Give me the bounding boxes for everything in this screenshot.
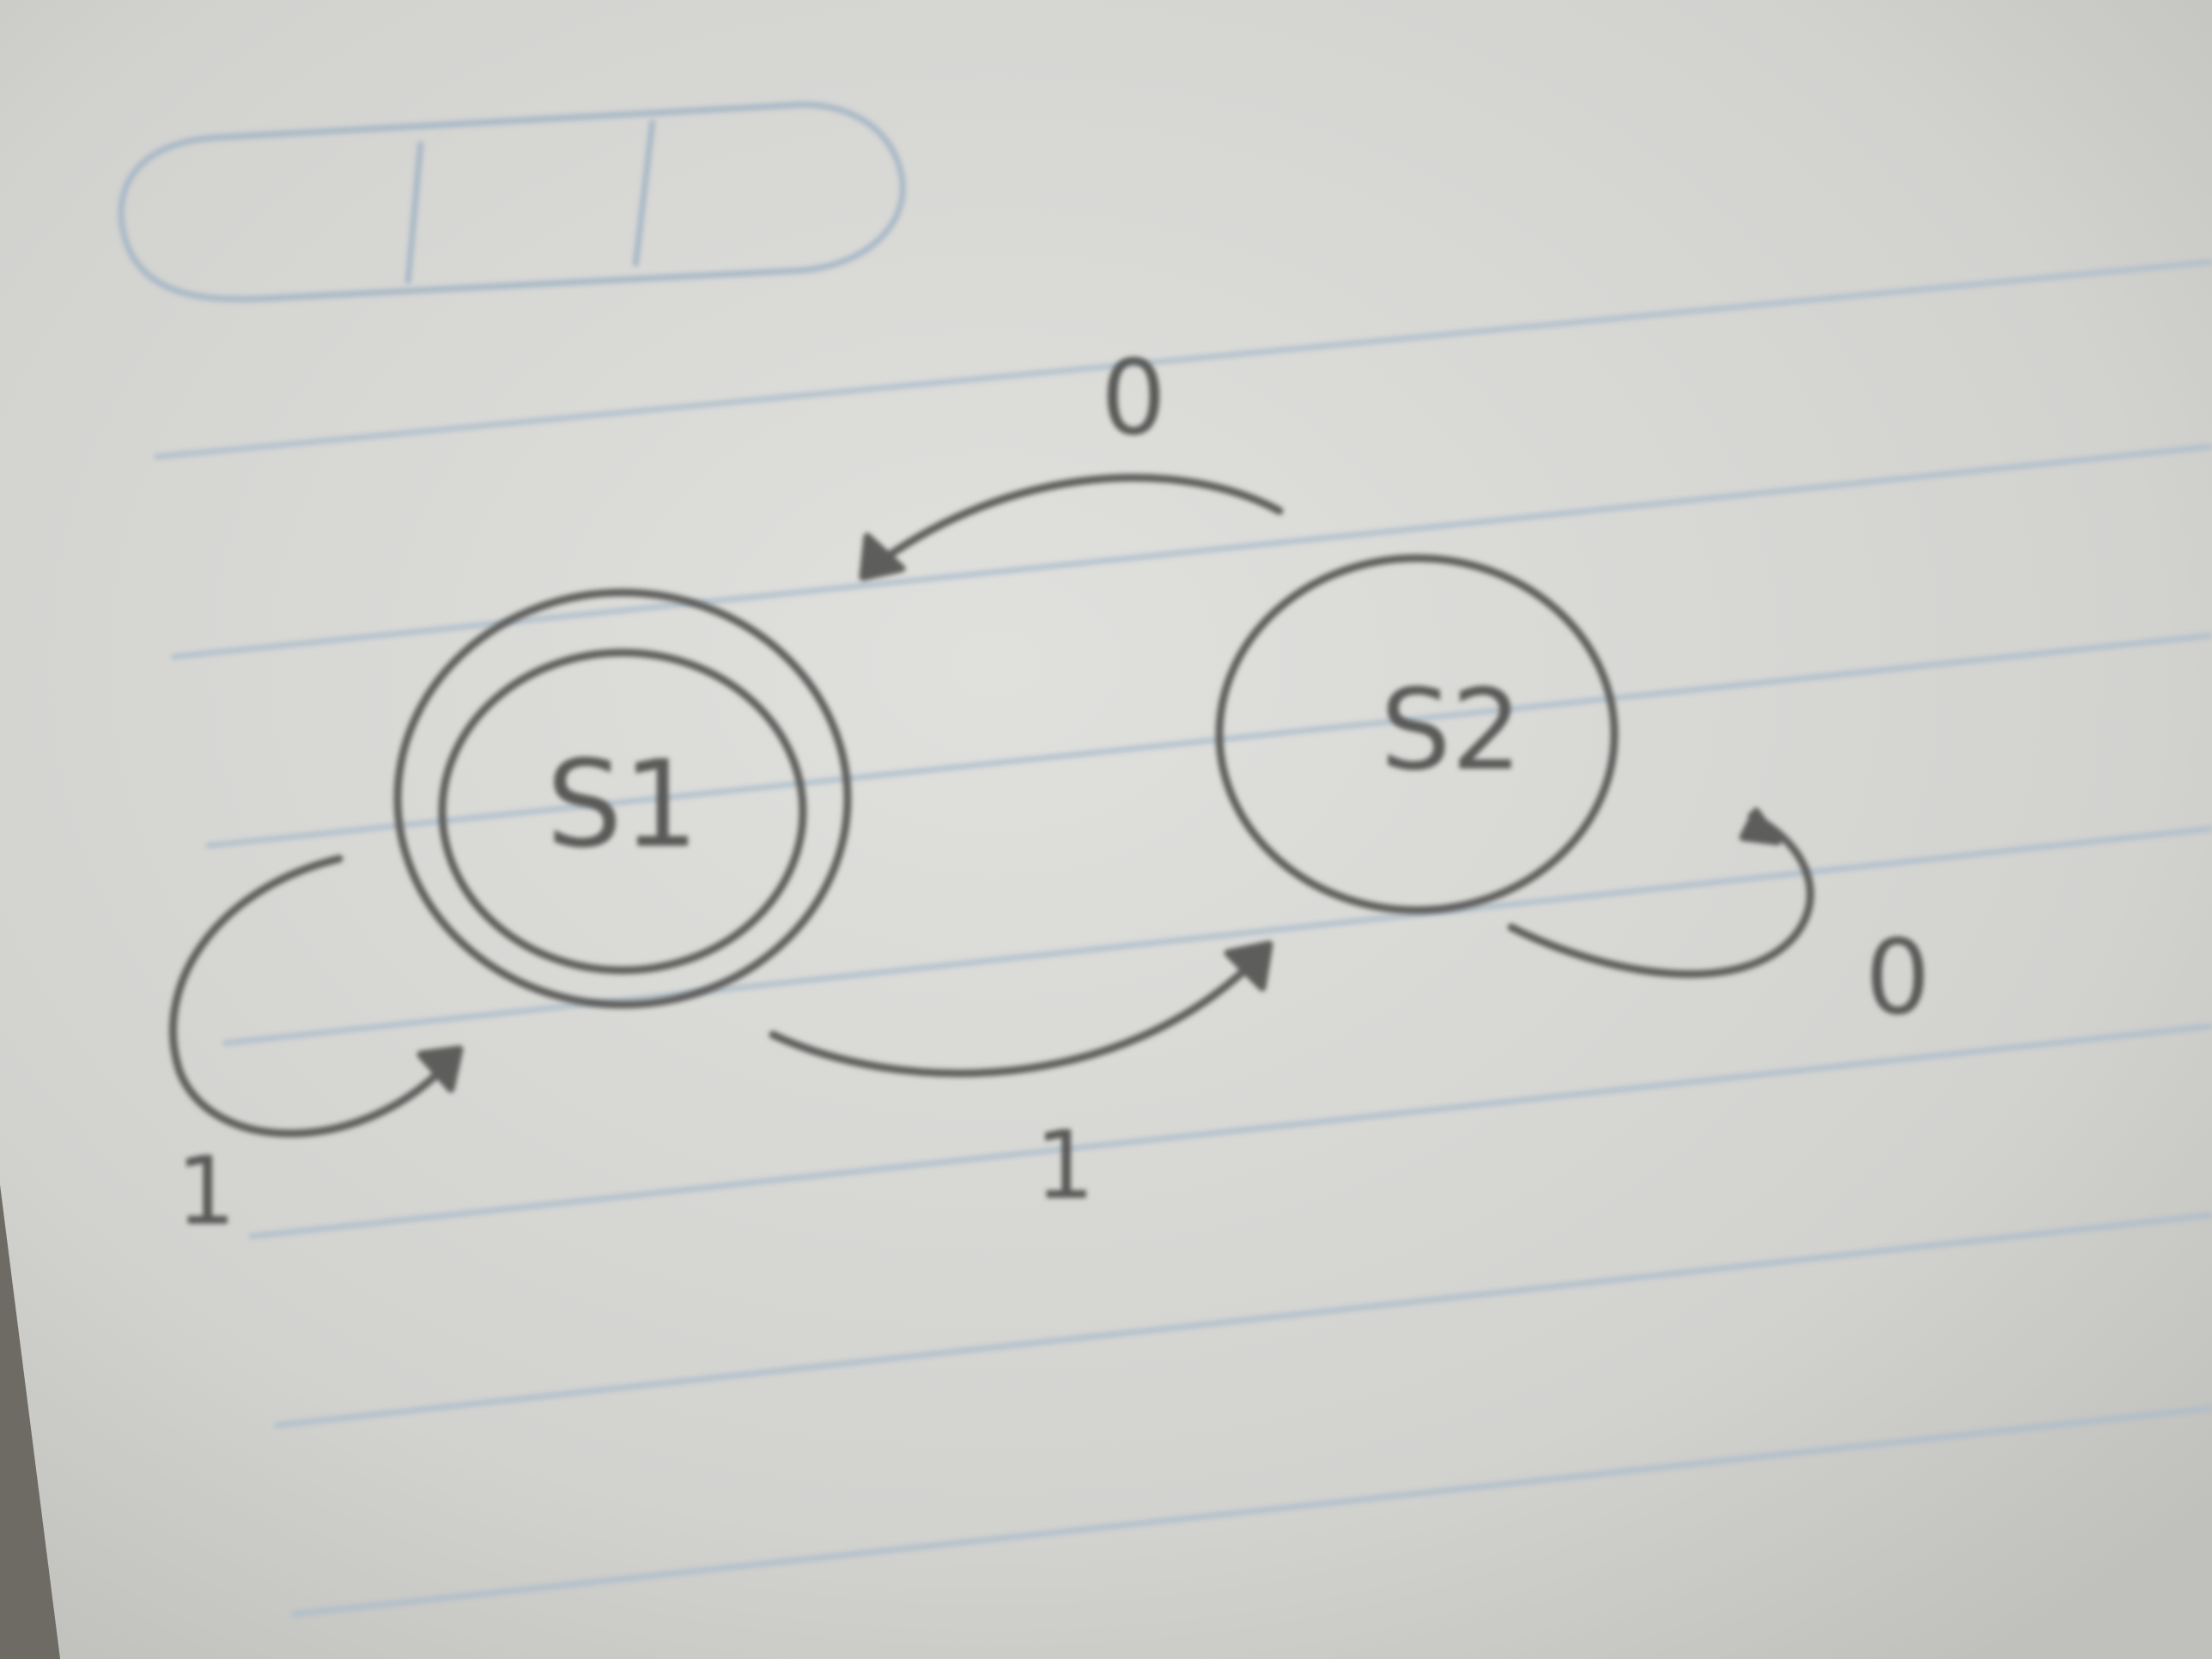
state-s2-circle [1215, 554, 1619, 915]
transition-s1-s1-arrowhead [416, 1045, 464, 1093]
state-s2-label: S2 [1380, 665, 1522, 795]
transition-s2-s2-symbol: 0 [1865, 919, 1930, 1038]
transition-s1-s1-symbol: 1 [176, 1136, 236, 1246]
state-s1-label: S1 [546, 735, 699, 875]
transition-s1-s2-symbol: 1 [1035, 1110, 1095, 1220]
transition-s1-s2-arrowhead [1224, 940, 1273, 992]
transition-s2-s2-arrow [1507, 811, 1814, 978]
state-s1-inner-ring [438, 648, 807, 975]
state-s1-outer-ring [393, 588, 852, 1009]
pencil-box-sketch [118, 101, 906, 302]
transition-s1-s2-arrow [769, 957, 1258, 1078]
table-edge [0, 1185, 60, 1659]
state-diagram [169, 473, 1814, 1138]
transition-s2-s1-arrowhead [859, 532, 906, 581]
transition-s2-s1-symbol: 0 [1101, 339, 1166, 459]
transition-s2-s2-arrowhead [1739, 807, 1782, 846]
transition-s1-s1-arrow [169, 854, 451, 1138]
transition-s2-s1-arrow [863, 473, 1284, 575]
